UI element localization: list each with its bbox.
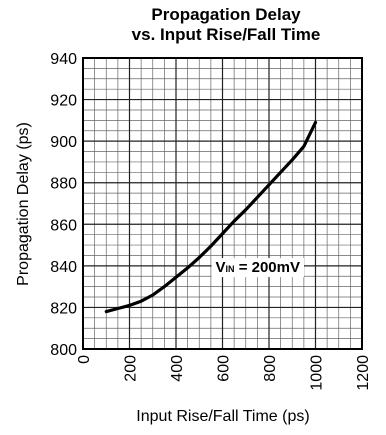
x-tick-label: 400	[169, 355, 186, 382]
major-gridlines	[83, 58, 362, 349]
y-tick-label: 900	[50, 134, 77, 151]
y-tick-label: 920	[50, 93, 77, 110]
y-tick-label: 820	[50, 300, 77, 317]
vin-annotation-sub: IN	[226, 264, 235, 274]
x-tick-label: 0	[76, 355, 93, 364]
chart-title-line-2: vs. Input Rise/Fall Time	[132, 25, 321, 44]
x-axis-tick-labels: 0 200 400 600 800 1000 1200	[76, 355, 372, 391]
x-tick-label: 600	[216, 355, 233, 382]
vin-annotation-main: V	[216, 259, 226, 276]
vin-annotation-rest: = 200mV	[235, 259, 300, 276]
series-line	[104, 120, 318, 314]
x-axis-label: Input Rise/Fall Time (ps)	[136, 408, 309, 425]
chart-title-line-1: Propagation Delay	[151, 5, 301, 24]
annotation-background	[211, 258, 305, 278]
y-tick-label: 940	[50, 51, 77, 68]
x-tick-label: 200	[123, 355, 140, 382]
x-tick-label: 1200	[355, 355, 372, 391]
vin-annotation: VIN = 200mV	[216, 259, 300, 276]
x-tick-label: 1000	[309, 355, 326, 391]
y-tick-label: 800	[50, 342, 77, 359]
y-tick-label: 860	[50, 217, 77, 234]
y-axis-label: Propagation Delay (ps)	[15, 122, 32, 286]
y-tick-label: 840	[50, 259, 77, 276]
plot-frame	[82, 57, 363, 350]
y-axis-tick-labels: 800 820 840 860 880 900 920 940	[50, 51, 77, 359]
y-tick-label: 880	[50, 176, 77, 193]
x-tick-label: 800	[262, 355, 279, 382]
